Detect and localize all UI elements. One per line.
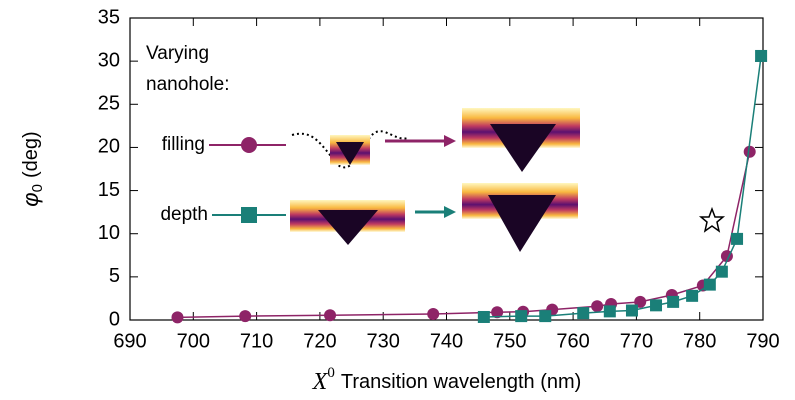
inset-depth bbox=[290, 183, 578, 252]
x-axis-label: X0 Transition wavelength (nm) bbox=[312, 365, 582, 394]
x-tick-label: 740 bbox=[430, 330, 463, 352]
legend-marker bbox=[241, 137, 257, 153]
marker bbox=[715, 265, 728, 278]
marker bbox=[239, 310, 252, 323]
x-label-symbol: X bbox=[312, 369, 329, 395]
marker bbox=[577, 307, 590, 320]
x-tick-label: 770 bbox=[620, 330, 653, 352]
x-tick-label: 690 bbox=[113, 330, 146, 352]
marker bbox=[703, 278, 716, 291]
legend-symbol bbox=[241, 207, 257, 223]
inset-filling bbox=[291, 108, 580, 172]
x-tick-label: 700 bbox=[177, 330, 210, 352]
marker bbox=[603, 305, 616, 318]
marker bbox=[539, 310, 552, 323]
plot-frame bbox=[129, 17, 764, 321]
y-label-symbol: φ bbox=[18, 192, 43, 206]
y-tick-label: 25 bbox=[98, 93, 120, 115]
marker bbox=[477, 310, 490, 323]
marker bbox=[427, 307, 440, 320]
marker bbox=[491, 306, 504, 319]
legend-marker bbox=[241, 207, 257, 223]
marker bbox=[731, 232, 744, 245]
x-tick-label: 790 bbox=[746, 330, 779, 352]
x-tick-label: 710 bbox=[240, 330, 273, 352]
y-label-sub: 0 bbox=[29, 184, 46, 192]
y-tick-label: 5 bbox=[109, 265, 120, 287]
x-tick-label: 750 bbox=[493, 330, 526, 352]
marker bbox=[650, 299, 663, 312]
marker bbox=[625, 304, 638, 317]
y-label-text: (deg) bbox=[20, 131, 42, 178]
legend-symbol bbox=[241, 137, 257, 153]
marker bbox=[591, 300, 604, 313]
marker bbox=[755, 49, 768, 62]
marker bbox=[667, 295, 680, 308]
y-tick-label: 30 bbox=[98, 49, 120, 71]
marker bbox=[324, 309, 337, 322]
y-tick-label: 15 bbox=[98, 179, 120, 201]
star-marker bbox=[698, 206, 726, 233]
x-tick-label: 760 bbox=[556, 330, 589, 352]
y-tick-label: 10 bbox=[98, 222, 120, 244]
marker bbox=[515, 310, 528, 323]
x-label-text: Transition wavelength (nm) bbox=[341, 371, 581, 393]
x-tick-label: 730 bbox=[367, 330, 400, 352]
marker bbox=[743, 145, 756, 158]
legend-label: depth bbox=[160, 204, 208, 225]
x-label-sup: 0 bbox=[327, 365, 335, 381]
x-tick-label: 720 bbox=[303, 330, 336, 352]
x-tick-label: 780 bbox=[683, 330, 716, 352]
marker bbox=[686, 289, 699, 302]
legend-title: nanohole: bbox=[146, 74, 229, 95]
y-tick-label: 20 bbox=[98, 136, 120, 158]
y-axis-label: φ0 (deg) bbox=[18, 131, 46, 206]
y-tick-label: 35 bbox=[98, 6, 120, 28]
series-line bbox=[177, 151, 751, 319]
legend-title: Varying bbox=[146, 43, 209, 64]
legend-label: filling bbox=[162, 134, 205, 155]
y-tick-label: 0 bbox=[109, 308, 120, 330]
marker bbox=[171, 311, 184, 324]
